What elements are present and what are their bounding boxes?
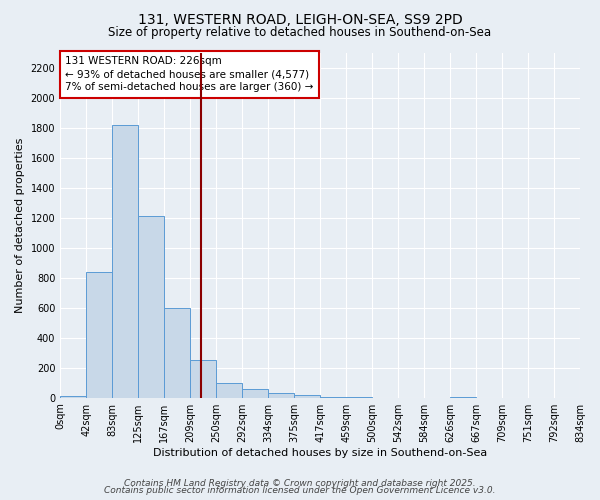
Bar — [86, 272, 112, 398]
Bar — [451, 397, 476, 398]
Bar — [320, 397, 346, 398]
Bar — [164, 308, 190, 398]
Bar — [216, 382, 242, 398]
Bar — [294, 394, 320, 398]
Text: 131, WESTERN ROAD, LEIGH-ON-SEA, SS9 2PD: 131, WESTERN ROAD, LEIGH-ON-SEA, SS9 2PD — [137, 12, 463, 26]
Y-axis label: Number of detached properties: Number of detached properties — [15, 138, 25, 313]
Bar — [242, 390, 268, 398]
Bar — [60, 396, 86, 398]
Text: Size of property relative to detached houses in Southend-on-Sea: Size of property relative to detached ho… — [109, 26, 491, 39]
Text: Contains HM Land Registry data © Crown copyright and database right 2025.: Contains HM Land Registry data © Crown c… — [124, 478, 476, 488]
Bar — [268, 393, 294, 398]
Bar — [138, 216, 164, 398]
Bar — [112, 124, 138, 398]
X-axis label: Distribution of detached houses by size in Southend-on-Sea: Distribution of detached houses by size … — [153, 448, 487, 458]
Text: Contains public sector information licensed under the Open Government Licence v3: Contains public sector information licen… — [104, 486, 496, 495]
Bar — [190, 360, 216, 398]
Text: 131 WESTERN ROAD: 226sqm
← 93% of detached houses are smaller (4,577)
7% of semi: 131 WESTERN ROAD: 226sqm ← 93% of detach… — [65, 56, 314, 92]
Bar — [346, 397, 372, 398]
